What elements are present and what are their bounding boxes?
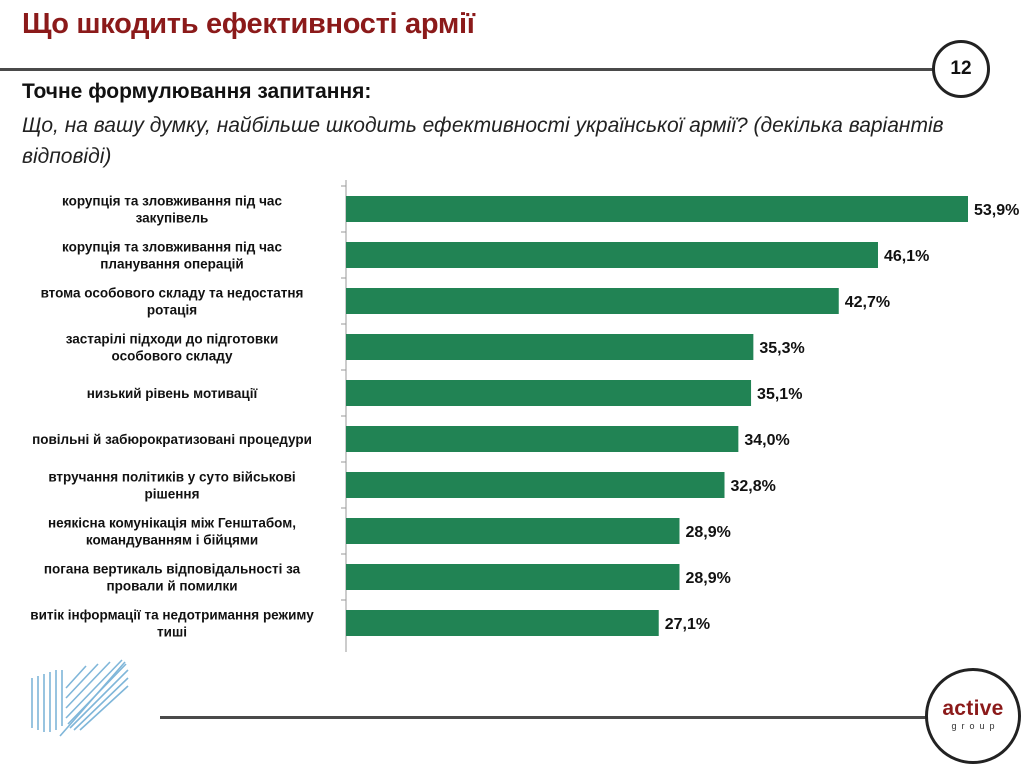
bar-value-label: 42,7% <box>845 294 890 311</box>
question-heading: Точне формулювання запитання: <box>22 80 372 103</box>
logo-sub-text: group <box>951 721 1000 731</box>
header-divider <box>0 68 935 71</box>
page-title: Що шкодить ефективності армії <box>22 8 475 40</box>
category-label: витік інформації та недотримання режиму т… <box>30 608 314 640</box>
page-number-badge: 12 <box>932 40 990 98</box>
bar-value-label: 34,0% <box>744 432 789 449</box>
bar <box>346 472 725 498</box>
bar-value-label: 53,9% <box>974 202 1019 219</box>
category-label: втручання політиків у суто військові ріше… <box>48 470 295 502</box>
category-label: застарілі підходи до підготовки особового… <box>66 332 279 364</box>
bar-value-label: 28,9% <box>686 570 731 587</box>
bar-value-label: 27,1% <box>665 616 710 633</box>
bar <box>346 334 754 360</box>
company-logo: active group <box>925 668 1021 764</box>
category-label: повільні й забюрократизовані процедури <box>32 432 312 447</box>
bar <box>346 426 739 452</box>
bar-value-label: 32,8% <box>731 478 776 495</box>
bar <box>346 518 680 544</box>
bar-chart: 53,9% корупція та зловживання під час заку… <box>30 180 1019 652</box>
category-label: втома особового складу та недостатня рота… <box>41 286 304 318</box>
footer-divider <box>160 716 930 719</box>
category-label: низький рівень мотивації <box>87 386 259 401</box>
category-label: корупція та зловживання під час закупівел… <box>62 194 282 226</box>
bar <box>346 242 878 268</box>
bar <box>346 196 968 222</box>
bar <box>346 288 839 314</box>
bar <box>346 564 680 590</box>
bar-value-label: 46,1% <box>884 248 929 265</box>
bar-value-label: 35,3% <box>759 340 804 357</box>
logo-main-text: active <box>942 697 1004 720</box>
category-label: корупція та зловживання під час плануванн… <box>62 240 282 272</box>
bar-value-label: 35,1% <box>757 386 802 403</box>
bar-value-label: 28,9% <box>686 524 731 541</box>
question-text: Що, на вашу думку, найбільше шкодить ефе… <box>22 114 944 168</box>
bar <box>346 610 659 636</box>
leaf-logo-icon <box>30 658 130 743</box>
bar <box>346 380 752 406</box>
page-number: 12 <box>950 58 972 79</box>
category-label: неякісна комунікація між Генштабом, коман… <box>48 516 296 548</box>
category-label: погана вертикаль відповідальності за пров… <box>44 562 301 594</box>
